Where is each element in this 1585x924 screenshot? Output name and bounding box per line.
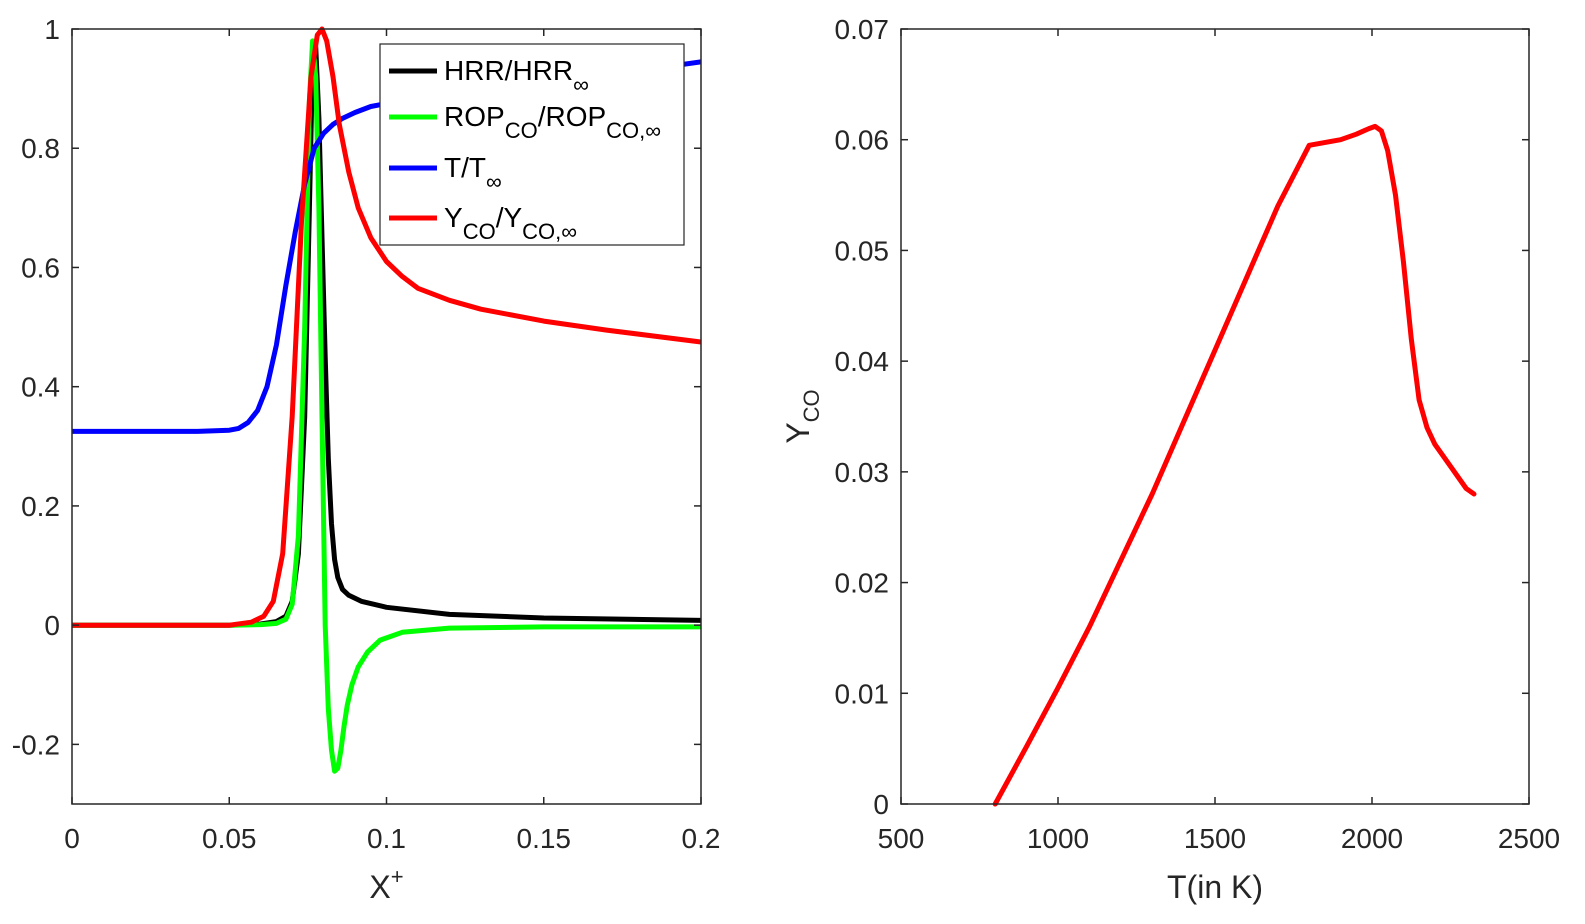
- legend-label-4: YCO/YCO,∞: [444, 202, 577, 244]
- legend-subscript: CO: [505, 118, 538, 143]
- y-tick-label: 0: [873, 789, 889, 820]
- y-tick-label: 0.2: [21, 491, 60, 522]
- x-tick-label: 1000: [1027, 823, 1089, 854]
- y-tick-label: 0.01: [835, 678, 890, 709]
- series-group: [992, 123, 1477, 807]
- legend-label-1: HRR/HRR∞: [444, 55, 589, 97]
- y-tick-label: 0.06: [835, 125, 890, 156]
- x-axis-label: T(in K): [1167, 869, 1263, 905]
- y-tick-label: 0.03: [835, 457, 890, 488]
- x-axis-label-main: X: [369, 869, 390, 905]
- legend-text-part: /Y: [496, 202, 523, 233]
- legend-text-part: T/T: [444, 152, 486, 183]
- y-tick-label: 0: [44, 610, 60, 641]
- x-tick-label: 0: [64, 823, 80, 854]
- x-axis-label-sup: +: [391, 864, 404, 889]
- legend-subscript: ∞: [573, 72, 589, 97]
- y-tick-label: 0.02: [835, 568, 890, 599]
- y-axis-label-main: Y: [780, 422, 816, 443]
- x-tick-label: 0.2: [682, 823, 721, 854]
- y-tick-label: 0.6: [21, 252, 60, 283]
- legend-subscript: CO,∞: [522, 219, 577, 244]
- legend-text-part: /ROP: [538, 101, 606, 132]
- y-tick-label: 0.4: [21, 372, 60, 403]
- legend: HRR/HRR∞ROPCO/ROPCO,∞T/T∞YCO/YCO,∞: [379, 43, 685, 246]
- legend-subscript: CO,∞: [606, 118, 661, 143]
- legend-label-3: T/T∞: [444, 152, 502, 194]
- x-axis-label: X+: [369, 864, 403, 905]
- y-tick-label: 0.07: [835, 14, 890, 45]
- x-tick-label: 0.05: [202, 823, 257, 854]
- legend-subscript: CO: [463, 219, 496, 244]
- x-tick-label: 0.1: [367, 823, 406, 854]
- legend-text-part: HRR/HRR: [444, 55, 573, 86]
- legend-subscript: ∞: [486, 169, 502, 194]
- x-tick-label: 0.15: [517, 823, 572, 854]
- series-group: [72, 26, 701, 774]
- legend-text-part: ROP: [444, 101, 505, 132]
- x-axis-label-main: T(in K): [1167, 869, 1263, 905]
- legend-text-part: Y: [444, 202, 463, 233]
- y-tick-label: 0.8: [21, 133, 60, 164]
- chart-2: 500 1000 1500 2000 2500 0 0.01 0.02 0.03 0.04 0.05…: [780, 14, 1560, 905]
- y-tick-label: 1: [44, 14, 60, 45]
- series-line-2: [72, 38, 701, 774]
- axes-box: [900, 28, 1530, 805]
- y-tick-label: 0.04: [835, 346, 890, 377]
- legend-box: [379, 43, 685, 246]
- chart-1: 0 0.05 0.1 0.15 0.2 -0.2 0 0.2 0.4 0.6 0.8 1 X+ HRR/H…: [12, 14, 721, 905]
- y-tick-label: -0.2: [12, 729, 60, 760]
- y-axis-label: YCO: [780, 389, 824, 443]
- x-tick-label: 2000: [1341, 823, 1403, 854]
- y-axis-label-sub: CO: [799, 389, 824, 422]
- series-line-1: [992, 123, 1477, 807]
- x-tick-label: 500: [878, 823, 925, 854]
- y-tick-label: 0.05: [835, 235, 890, 266]
- legend-label-2: ROPCO/ROPCO,∞: [444, 101, 661, 143]
- series-line-4: [72, 26, 701, 628]
- x-tick-label: 2500: [1498, 823, 1560, 854]
- x-tick-label: 1500: [1184, 823, 1246, 854]
